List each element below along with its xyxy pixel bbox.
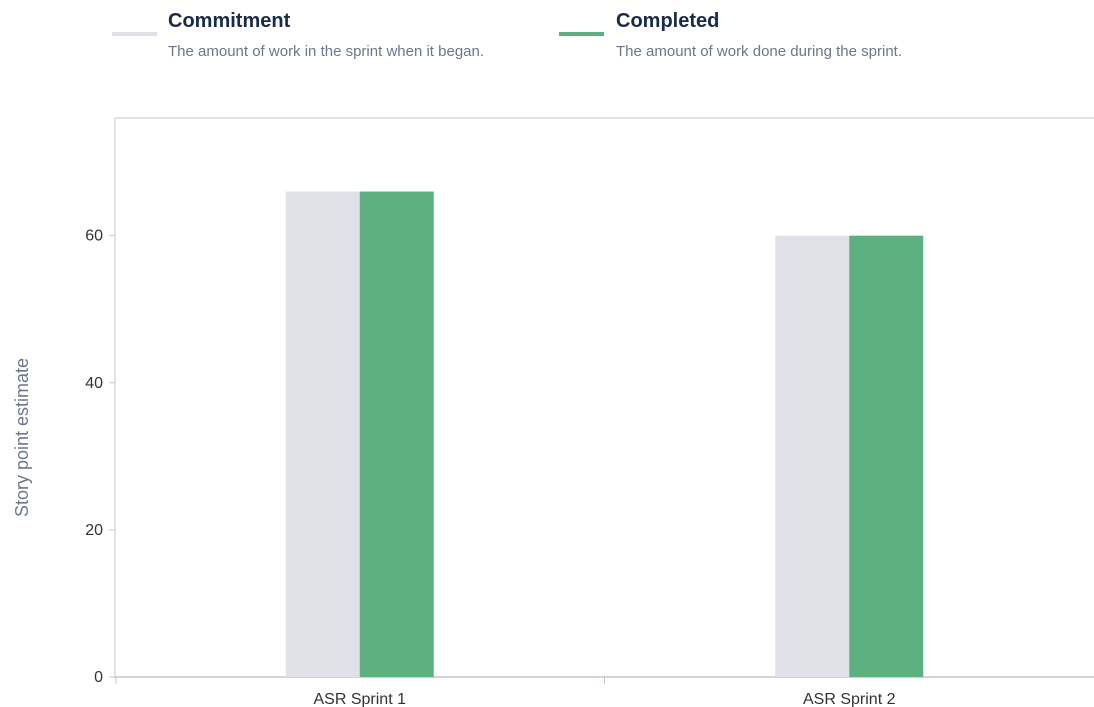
bar-commitment-1[interactable] <box>285 191 360 678</box>
legend-title-completed: Completed <box>616 10 720 32</box>
y-tick-label: 60 <box>85 228 103 245</box>
legend-swatch-completed <box>559 32 604 36</box>
legend-swatch-commitment <box>112 32 157 36</box>
legend-description-commitment: The amount of work in the sprint when it… <box>168 43 485 60</box>
x-category-label: ASR Sprint 2 <box>803 691 896 707</box>
y-tick-label: 20 <box>85 522 103 539</box>
y-axis-title: Story point estimate <box>12 358 32 517</box>
bar-commitment-2[interactable] <box>775 235 850 677</box>
legend-title-commitment: Commitment <box>168 10 291 32</box>
bar-completed-1[interactable] <box>359 191 434 678</box>
y-tick-label: 40 <box>85 375 103 392</box>
x-category-label: ASR Sprint 1 <box>314 691 407 707</box>
legend-description-completed: The amount of work done during the sprin… <box>616 43 902 60</box>
bar-completed-2[interactable] <box>849 235 924 677</box>
y-tick-label: 0 <box>94 669 103 686</box>
chart-legend: Commitment The amount of work in the spr… <box>0 8 1094 68</box>
